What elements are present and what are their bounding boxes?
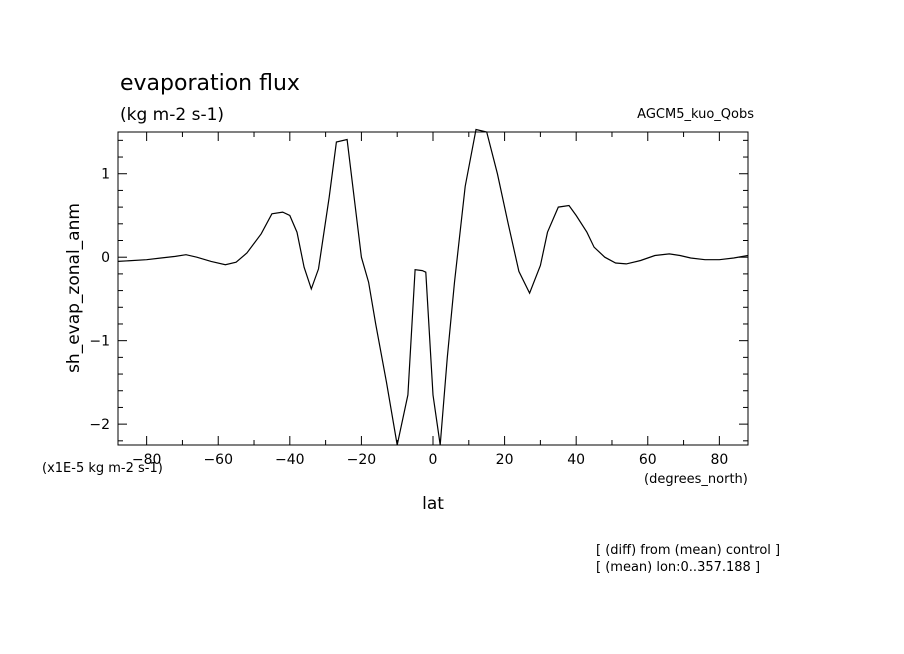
x-tick-label: −80	[132, 452, 162, 468]
x-tick-label: 40	[567, 452, 585, 468]
tick-labels: −80 −60 −40 −20 0 20 40 60 80 −2 −1 0 1	[89, 167, 728, 468]
x-axis-label: lat	[422, 494, 444, 514]
x-tick-label: 60	[639, 452, 657, 468]
experiment-label: AGCM5_kuo_Qobs	[637, 107, 754, 122]
x-tick-label: −60	[203, 452, 233, 468]
x-tick-label: 20	[496, 452, 514, 468]
note-diff: [ (diff) from (mean) control ]	[596, 543, 780, 558]
x-tick-label: 0	[429, 452, 438, 468]
y-tick-label: 0	[101, 250, 110, 266]
chart-title: evaporation flux	[120, 71, 300, 96]
y-tick-label: 1	[101, 167, 110, 183]
x-units-label: (degrees_north)	[644, 472, 748, 487]
x-tick-label: 80	[710, 452, 728, 468]
series-line	[117, 128, 749, 446]
y-tick-label: −1	[89, 334, 110, 350]
y-axis-label: sh_evap_zonal_anm	[64, 203, 84, 373]
y-scale-note: (x1E-5 kg m-2 s-1)	[42, 461, 163, 476]
x-tick-label: −40	[275, 452, 305, 468]
y-tick-label: −2	[89, 417, 110, 433]
chart-units: (kg m-2 s-1)	[120, 105, 224, 125]
axis-ticks	[118, 132, 748, 445]
note-mean: [ (mean) lon:0..357.188 ]	[596, 560, 760, 575]
x-tick-label: −20	[347, 452, 377, 468]
